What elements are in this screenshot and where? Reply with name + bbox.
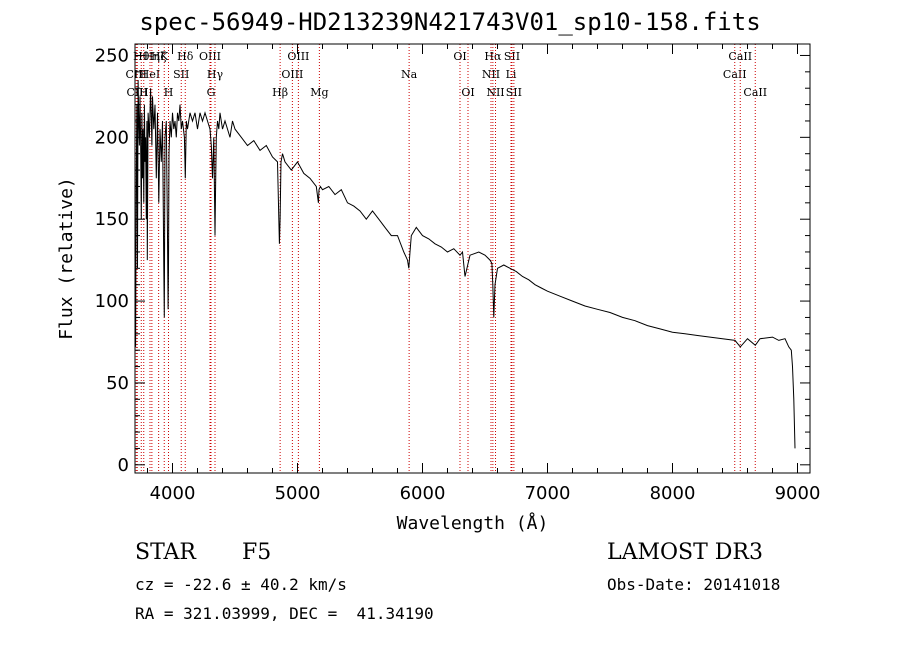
line-label-sii: SII [506, 86, 522, 99]
y-tick-label: 0 [118, 455, 129, 476]
line-label-na: Na [401, 68, 418, 81]
y-tick-label: 250 [95, 45, 129, 66]
line-label-oiii: OIII [199, 50, 221, 63]
object-type: STAR [135, 540, 196, 565]
plot-frame [134, 43, 811, 474]
x-tick-label: 8000 [650, 483, 696, 504]
line-label-mg: Mg [310, 86, 328, 99]
line-label-sii: SII [504, 50, 520, 63]
line-label-nii: NII [482, 68, 500, 81]
y-tick-label: 100 [95, 291, 129, 312]
spectrum-layer [134, 79, 796, 449]
line-label-oi: OI [453, 50, 466, 63]
x-tick-label: 9000 [775, 483, 821, 504]
x-tick-label: 4000 [150, 483, 196, 504]
redshift-readout: cz = -22.6 ± 40.2 km/s [135, 575, 347, 594]
spectrum-line [134, 79, 796, 449]
y-tick-label: 50 [106, 373, 129, 394]
x-axis: 4000 5000 6000 7000 8000 9000 [147, 44, 821, 504]
line-label-caii: CaII [723, 68, 747, 81]
y-axis: 0 50 100 150 200 250 [95, 45, 810, 476]
radec-readout: RA = 321.03999, DEC = 41.34190 [135, 604, 434, 623]
x-tick-label: 6000 [400, 483, 446, 504]
line-label-oiii: OIII [287, 50, 309, 63]
line-label-k: K [160, 50, 169, 63]
chart-title: spec-56949-HD213239N421743V01_sp10-158.f… [139, 8, 761, 36]
line-label-oiii: OIII [281, 68, 303, 81]
observation-date: Obs-Date: 20141018 [607, 575, 781, 594]
line-label-hδ: Hδ [177, 50, 194, 63]
subclass: F5 [242, 540, 272, 565]
line-label-hβ: Hβ [272, 86, 288, 99]
line-label-caii: CaII [743, 86, 767, 99]
line-label-hζ: Hζ [151, 50, 167, 63]
line-label-oi: OI [461, 86, 474, 99]
survey-name: LAMOST DR3 [607, 540, 763, 565]
y-tick-label: 200 [95, 127, 129, 148]
line-label-nii: NII [486, 86, 504, 99]
y-tick-label: 150 [95, 209, 129, 230]
line-label-sii: SII [173, 68, 189, 81]
line-label-hγ: Hγ [207, 68, 224, 81]
line-label-caii: CaII [728, 50, 752, 63]
line-label-ciii: CIII [127, 86, 148, 99]
line-label-hθ: Hθ [133, 50, 150, 63]
y-axis-label: Flux (relative) [56, 177, 77, 340]
x-tick-label: 5000 [275, 483, 321, 504]
line-label-g: G [207, 86, 216, 99]
line-label-hα: Hα [484, 50, 502, 63]
line-label-hη: Hη [144, 50, 160, 63]
line-label-h: H [164, 86, 174, 99]
x-axis-label: Wavelength (Å) [397, 512, 549, 534]
line-label-h: H [139, 86, 149, 99]
line-label-hei: HeI [140, 68, 160, 81]
line-label-li: Li [506, 68, 517, 81]
x-tick-label: 7000 [525, 483, 571, 504]
